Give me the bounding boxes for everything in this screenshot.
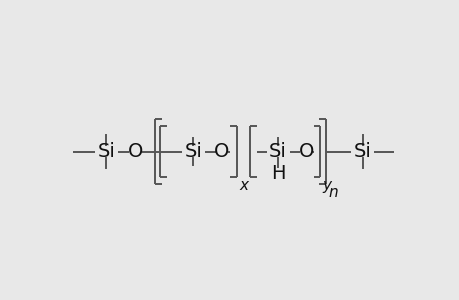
Text: O: O (214, 142, 229, 161)
Text: y: y (321, 178, 330, 193)
Text: O: O (128, 142, 143, 161)
Text: x: x (239, 178, 248, 193)
Text: O: O (298, 142, 313, 161)
Text: Si: Si (97, 142, 115, 161)
Text: Si: Si (184, 142, 202, 161)
Text: n: n (327, 184, 337, 200)
Text: Si: Si (269, 142, 286, 161)
Text: H: H (270, 164, 285, 183)
Text: Si: Si (353, 142, 371, 161)
